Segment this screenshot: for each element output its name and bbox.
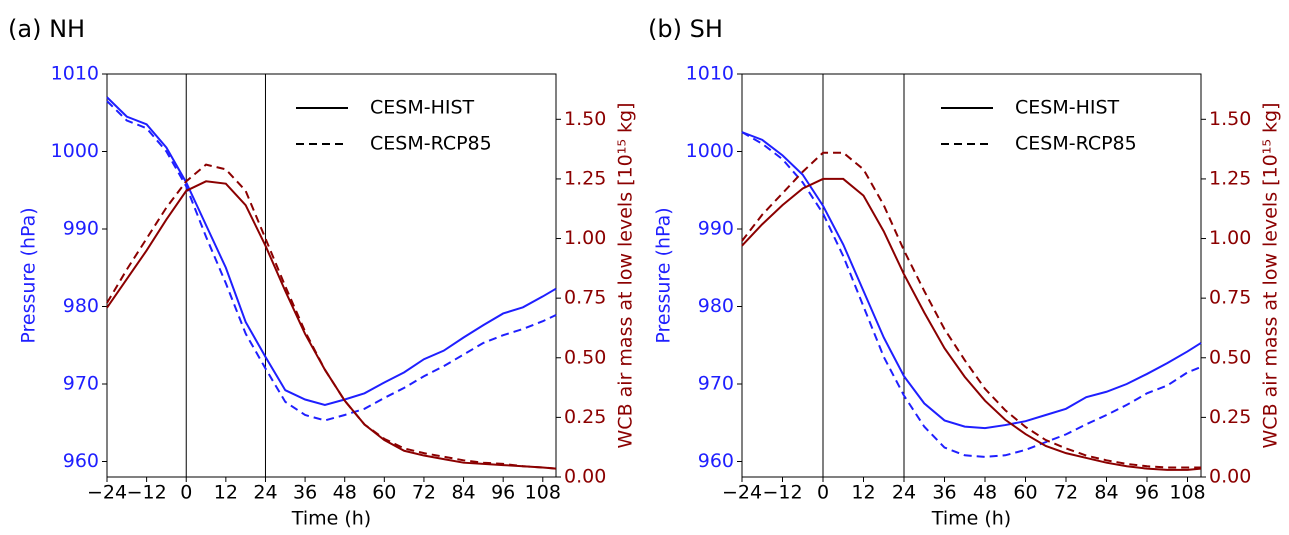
x-tick-label: −12 xyxy=(762,482,802,504)
data-line xyxy=(741,151,1201,469)
y-tick-label: 1010 xyxy=(686,63,734,85)
x-tick-label: 36 xyxy=(293,482,317,504)
x-tick-label: 36 xyxy=(932,482,956,504)
y-tick-label: 970 xyxy=(698,373,734,395)
plot-frame xyxy=(741,73,1202,478)
y-axis-label: Pressure (hPa) xyxy=(653,207,675,343)
x-tick-label: 48 xyxy=(333,482,357,504)
data-line xyxy=(741,177,1202,471)
x-tick-label: 0 xyxy=(817,482,829,504)
x-tick-label: 84 xyxy=(1094,482,1118,504)
legend-label: CESM-HIST xyxy=(370,97,475,119)
x-tick-label: 96 xyxy=(1135,482,1159,504)
data-line xyxy=(106,96,557,406)
y2-axis-label: WCB air mass at low levels [10¹⁵ kg] xyxy=(1260,103,1282,449)
y2-tick-label: 1.50 xyxy=(564,108,606,130)
x-tick-label: 60 xyxy=(1013,482,1037,504)
y2-tick-label: 1.00 xyxy=(564,227,606,249)
x-tick-label: 0 xyxy=(180,482,192,504)
x-tick-label: 24 xyxy=(253,482,277,504)
y-tick-label: 990 xyxy=(63,218,99,240)
x-tick-label: 12 xyxy=(214,482,238,504)
y2-tick-label: 1.25 xyxy=(1209,167,1251,189)
y-tick-label: 1010 xyxy=(51,63,99,85)
x-tick-label: −12 xyxy=(127,482,167,504)
y2-tick-label: 1.25 xyxy=(564,167,606,189)
x-tick-label: 72 xyxy=(412,482,436,504)
y-tick-label: 1000 xyxy=(686,140,734,162)
x-tick-label: 108 xyxy=(525,482,561,504)
y2-tick-label: 0.50 xyxy=(564,346,606,368)
y2-tick-label: 1.00 xyxy=(1209,227,1251,249)
y2-tick-label: 1.50 xyxy=(1209,108,1251,130)
y-tick-label: 1000 xyxy=(51,140,99,162)
legend-label: CESM-RCP85 xyxy=(370,133,492,155)
y2-tick-label: 0.75 xyxy=(564,287,606,309)
y-tick-label: 980 xyxy=(63,295,99,317)
legend-label: CESM-HIST xyxy=(1015,97,1120,119)
data-line xyxy=(741,131,1202,430)
x-tick-label: 108 xyxy=(1169,482,1205,504)
x-tick-label: 60 xyxy=(372,482,396,504)
y-axis-label: Pressure (hPa) xyxy=(18,207,40,343)
x-tick-label: 96 xyxy=(491,482,515,504)
x-tick-label: 24 xyxy=(892,482,916,504)
panel-title: (b) SH xyxy=(648,15,723,43)
y-tick-label: 960 xyxy=(698,450,734,472)
x-axis-label: Time (h) xyxy=(291,508,371,530)
y2-tick-label: 0.00 xyxy=(564,466,606,488)
plot-frame xyxy=(106,73,557,478)
legend-label: CESM-RCP85 xyxy=(1015,133,1137,155)
x-tick-label: 12 xyxy=(851,482,875,504)
x-tick-label: −24 xyxy=(722,482,762,504)
data-line xyxy=(106,180,557,470)
y2-axis-label: WCB air mass at low levels [10¹⁵ kg] xyxy=(615,103,637,449)
y-tick-label: 990 xyxy=(698,218,734,240)
panel-title: (a) NH xyxy=(8,15,85,43)
y-tick-label: 980 xyxy=(698,295,734,317)
y2-tick-label: 0.50 xyxy=(1209,346,1251,368)
y2-tick-label: 0.00 xyxy=(1209,466,1251,488)
x-tick-label: 48 xyxy=(973,482,997,504)
x-tick-label: 84 xyxy=(451,482,475,504)
y2-tick-label: 0.25 xyxy=(564,406,606,428)
x-tick-label: −24 xyxy=(87,482,127,504)
data-line xyxy=(106,163,557,470)
y2-tick-label: 0.25 xyxy=(1209,406,1251,428)
x-tick-label: 72 xyxy=(1054,482,1078,504)
data-line xyxy=(741,131,1202,458)
y2-tick-label: 0.75 xyxy=(1209,287,1251,309)
x-axis-label: Time (h) xyxy=(931,508,1011,530)
y-tick-label: 970 xyxy=(63,373,99,395)
y-tick-label: 960 xyxy=(63,450,99,472)
